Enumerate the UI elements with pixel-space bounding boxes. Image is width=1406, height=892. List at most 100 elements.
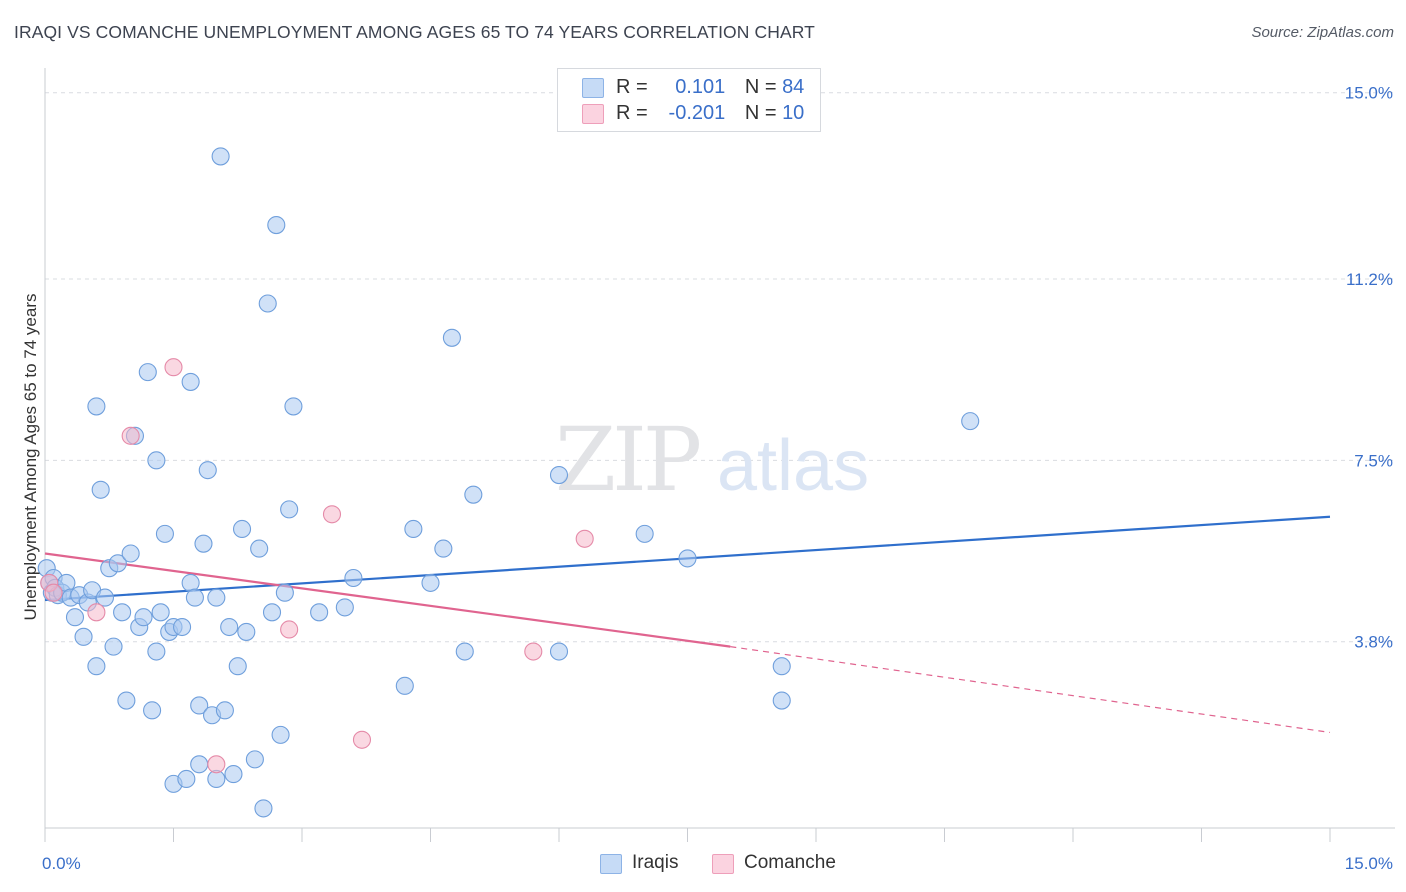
data-point-iraqis [421, 573, 440, 592]
data-point-comanche [322, 505, 342, 524]
data-point-iraqis [190, 696, 209, 715]
data-point-iraqis [280, 500, 299, 519]
data-point-iraqis [442, 328, 461, 347]
data-point-iraqis [151, 603, 170, 622]
data-point-iraqis [173, 617, 192, 637]
legend-r-label: R = [616, 76, 648, 98]
y-axis-label: Unemployment Among Ages 65 to 74 years [21, 293, 40, 621]
bottom-legend-swatch-comanche [712, 854, 734, 874]
x-tick-label: 15.0% [1345, 854, 1393, 873]
y-tick-label: 7.5% [1354, 451, 1393, 470]
watermark: ZIP atlas [555, 408, 869, 511]
data-point-iraqis [74, 627, 93, 646]
data-point-iraqis [275, 583, 294, 602]
data-point-iraqis [134, 608, 153, 627]
legend-swatch-iraqis [582, 78, 604, 98]
legend-r-value: -0.201 [668, 102, 726, 124]
x-tick-label: 0.0% [42, 854, 81, 873]
data-point-iraqis [254, 799, 273, 818]
data-point-comanche [280, 620, 299, 639]
data-point-iraqis [147, 642, 166, 661]
chart-title: IRAQI VS COMANCHE UNEMPLOYMENT AMONG AGE… [14, 22, 815, 42]
data-point-iraqis [284, 397, 303, 416]
data-point-iraqis [635, 524, 654, 543]
data-point-iraqis [177, 769, 196, 789]
data-point-iraqis [232, 519, 252, 539]
data-point-iraqis [772, 657, 791, 676]
data-point-comanche [524, 642, 543, 661]
points-layer [37, 147, 980, 818]
trend-line-comanche [44, 552, 731, 648]
data-point-iraqis [95, 588, 115, 607]
data-point-iraqis [215, 701, 234, 720]
legend-stats-comanche: R = -0.201 N = 10 [616, 102, 804, 125]
data-point-iraqis [549, 642, 569, 661]
data-point-iraqis [245, 750, 264, 769]
source-label: Source: ZipAtlas.com [1251, 24, 1394, 41]
watermark-atlas: atlas [717, 426, 869, 506]
bottom-legend-label-comanche: Comanche [744, 852, 836, 873]
data-point-iraqis [678, 549, 697, 568]
data-point-iraqis [91, 480, 110, 499]
legend-n-label: N = [744, 76, 777, 98]
y-tick-label: 15.0% [1345, 84, 1393, 103]
data-point-iraqis [185, 588, 204, 607]
data-point-iraqis [147, 451, 166, 470]
data-point-iraqis [87, 397, 106, 416]
data-point-iraqis [228, 657, 247, 676]
trend-line-extension-comanche [730, 646, 1331, 734]
data-point-iraqis [155, 524, 174, 543]
legend-n-value: 84 [782, 76, 805, 98]
data-point-iraqis [772, 691, 791, 710]
data-point-iraqis [65, 608, 85, 627]
data-point-iraqis [262, 603, 282, 622]
watermark-zip: ZIP [555, 408, 700, 511]
data-point-iraqis [224, 765, 243, 784]
data-point-iraqis [181, 372, 200, 391]
data-point-comanche [44, 583, 63, 602]
data-point-iraqis [117, 691, 136, 710]
legend-n-label: N = [744, 102, 777, 124]
legend-stats-iraqis: R = 0.101 N = 84 [616, 76, 804, 99]
data-point-iraqis [108, 554, 127, 573]
legend-r-label: R = [616, 102, 648, 124]
correlation-legend: R = 0.101 N = 84 R = -0.201 N = 10 [557, 68, 821, 132]
data-point-iraqis [104, 637, 123, 656]
data-point-iraqis [190, 755, 209, 774]
data-point-iraqis [395, 676, 414, 695]
bottom-legend-swatch-iraqis [600, 854, 622, 874]
y-tick-label: 11.2% [1346, 270, 1393, 289]
data-point-iraqis [310, 603, 329, 622]
y-tick-label: 3.8% [1354, 633, 1393, 652]
data-point-iraqis [404, 519, 423, 539]
data-point-iraqis [113, 603, 132, 622]
data-point-iraqis [258, 294, 277, 313]
tick-layer: 3.8% 7.5% 11.2% 15.0% 0.0% 15.0% [42, 84, 1393, 873]
data-point-iraqis [211, 147, 230, 166]
data-point-iraqis [464, 485, 483, 504]
data-point-iraqis [335, 598, 354, 617]
data-point-iraqis [434, 539, 453, 558]
legend-n-value: 10 [782, 102, 805, 124]
data-point-iraqis [121, 544, 140, 563]
data-point-iraqis [549, 466, 569, 485]
data-point-comanche [164, 358, 183, 377]
bottom-legend-label-iraqis: Iraqis [632, 852, 679, 873]
data-point-iraqis [344, 568, 363, 588]
data-point-iraqis [267, 216, 286, 235]
data-point-comanche [121, 426, 140, 445]
data-point-iraqis [143, 701, 162, 720]
data-point-iraqis [961, 412, 980, 431]
legend-r-value: 0.101 [675, 76, 726, 98]
data-point-iraqis [198, 461, 217, 480]
data-point-iraqis [271, 725, 290, 744]
axis-layer [44, 68, 1395, 842]
data-point-comanche [87, 603, 106, 622]
data-point-iraqis [87, 657, 106, 676]
legend-swatch-comanche [582, 104, 604, 124]
data-point-comanche [207, 755, 226, 774]
data-point-iraqis [455, 642, 474, 661]
data-point-iraqis [194, 534, 213, 553]
data-point-iraqis [250, 539, 269, 558]
